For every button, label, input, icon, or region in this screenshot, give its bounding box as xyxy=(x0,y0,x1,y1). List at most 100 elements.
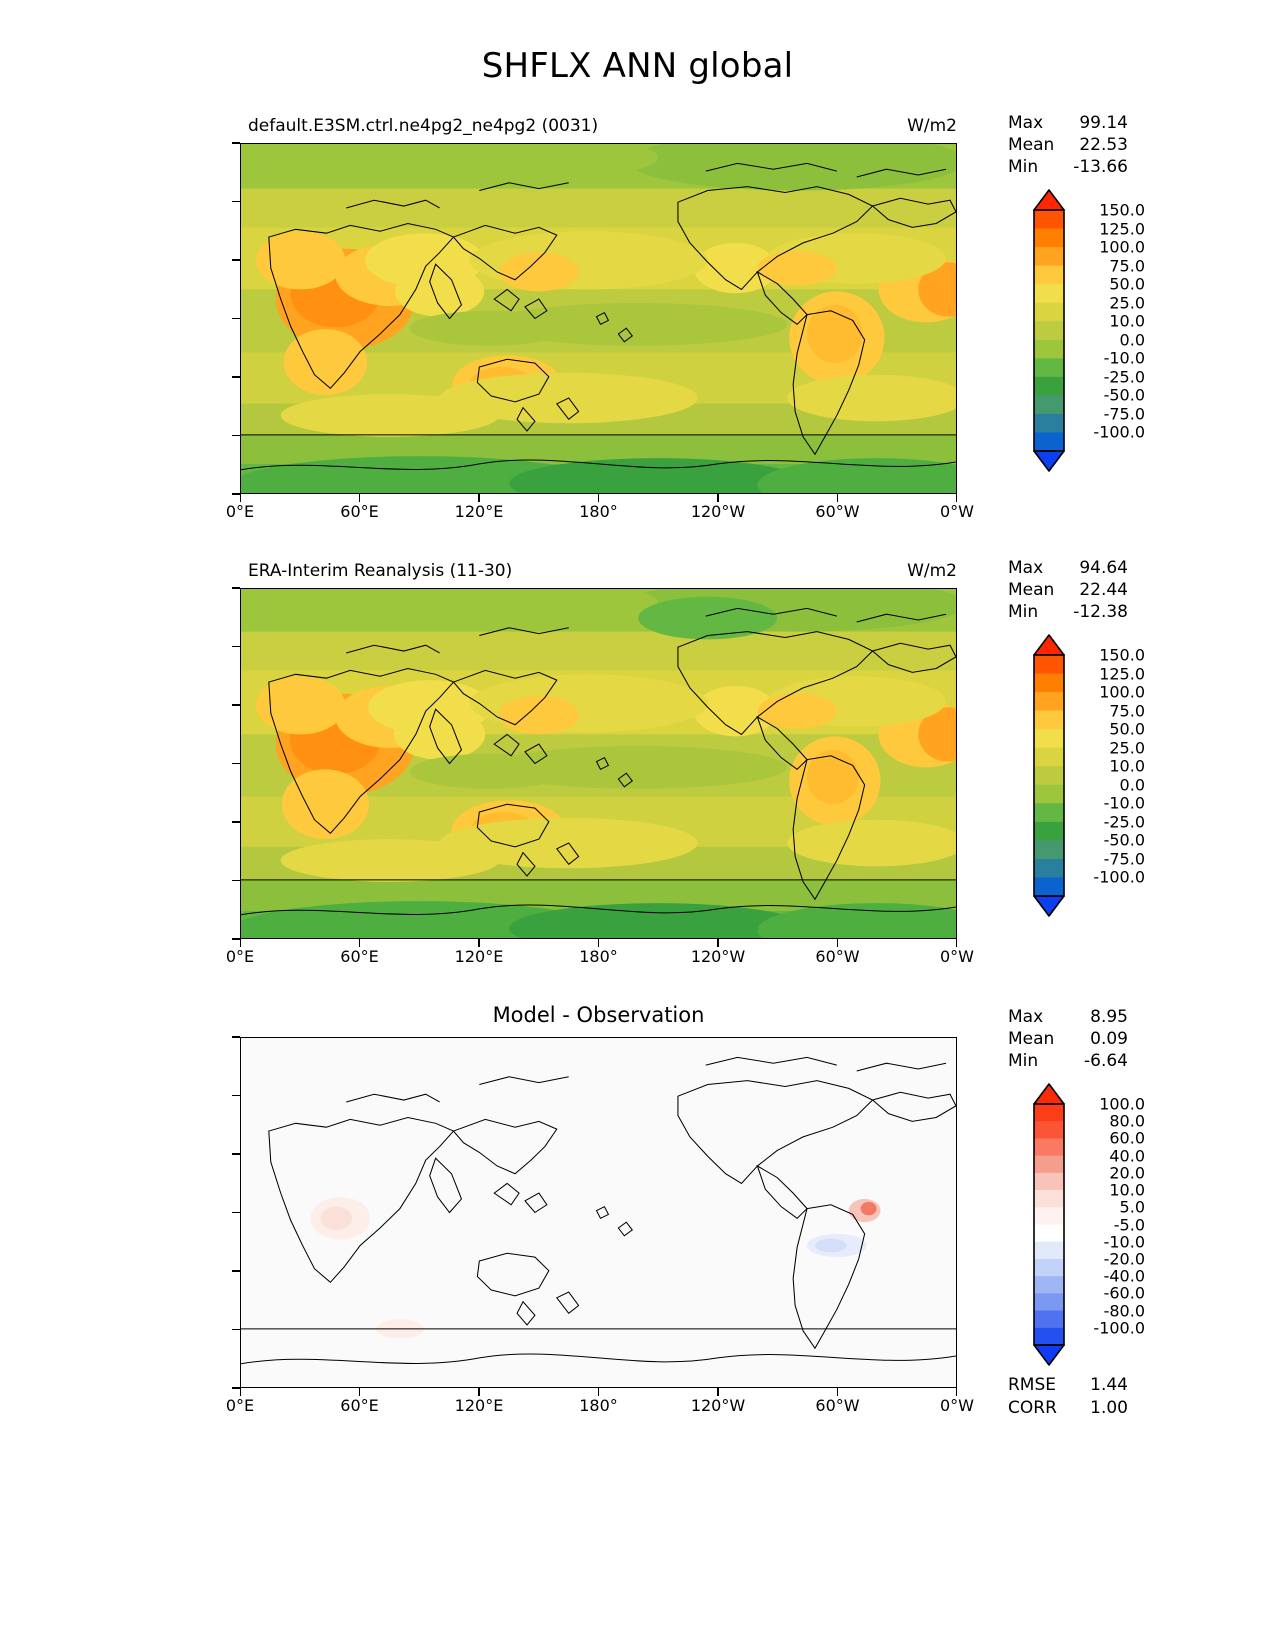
colorbar-tick-label: -5.0 xyxy=(1113,1215,1145,1234)
xtick-label: 0°E xyxy=(225,1396,255,1415)
ytick-mark xyxy=(232,938,240,940)
stats-difference-min-value: -6.64 xyxy=(1084,1051,1128,1071)
panel-difference-map[interactable] xyxy=(240,1037,957,1388)
xtick-label: 120°W xyxy=(690,1396,746,1415)
panel-model-header: default.E3SM.ctrl.ne4pg2_ne4pg2 (0031) W… xyxy=(240,116,957,136)
ytick-mark xyxy=(232,259,240,261)
ytick-mark xyxy=(232,1094,240,1097)
colorbar-tick-label: 5.0 xyxy=(1119,1197,1145,1217)
xtick-label: 60°E xyxy=(340,947,379,966)
colorbar-tick-label: 125.0 xyxy=(1099,219,1145,239)
xtick-mark xyxy=(955,494,957,502)
stats-observation-min-value: -12.38 xyxy=(1073,602,1128,622)
main-colorbar-panel2[interactable]: 150.0 125.0 100.0 75.0 50.0 25.0 10.0 0.0 -10.0-… xyxy=(1032,633,1145,918)
xtick-label: 180° xyxy=(579,947,618,966)
stats-model-mean-value: 22.53 xyxy=(1079,135,1128,155)
colorbar-tick-label: -50.0 xyxy=(1103,385,1145,405)
panel-observation-header: ERA-Interim Reanalysis (11-30) W/m2 xyxy=(240,561,957,581)
xtick-label: 180° xyxy=(579,1396,618,1415)
panel-model-title: default.E3SM.ctrl.ne4pg2_ne4pg2 (0031) xyxy=(248,116,599,136)
colorbar-tick-label: -80.0 xyxy=(1103,1301,1145,1321)
ytick-mark xyxy=(232,142,240,144)
colorbar-tick-label: -50.0 xyxy=(1103,830,1145,850)
colorbar-tick-label: 150.0 xyxy=(1099,200,1145,220)
colorbar-tick-label: -75.0 xyxy=(1103,404,1145,424)
xtick-label: 120°E xyxy=(454,947,504,966)
figure-title: SHFLX ANN global xyxy=(481,46,794,86)
xtick-label: 60°E xyxy=(340,1396,379,1415)
ytick-mark xyxy=(232,1153,240,1155)
ytick-mark xyxy=(232,1387,240,1389)
ytick-mark xyxy=(232,821,240,823)
stats-model-mean-label: Mean xyxy=(1008,135,1055,155)
colorbar-tick-label: 20.0 xyxy=(1109,1163,1145,1183)
xtick-label: 60°W xyxy=(815,502,860,521)
panel-observation-map[interactable] xyxy=(240,588,957,939)
ytick-mark xyxy=(232,587,240,589)
diff-colorbar[interactable]: 100.0 80.0 60.0 40.0 20.0 10.0 5.0 -5.0 -10.0 -20… xyxy=(1032,1082,1145,1367)
colorbar-tick-label: -75.0 xyxy=(1103,849,1145,869)
xtick-mark xyxy=(955,939,957,947)
colorbar-tick-label: 75.0 xyxy=(1109,701,1145,721)
colorbar-tick-label: -10.0 xyxy=(1103,793,1145,813)
colorbar-tick-label: 25.0 xyxy=(1109,293,1145,313)
xtick-label: 0°W xyxy=(940,502,974,521)
ytick-mark xyxy=(232,434,240,437)
main-colorbar-panel1[interactable]: 150.0 125.0 100.0 75.0 50.0 25.0 10.0 0.0 -10.0-… xyxy=(1032,188,1145,473)
stats-difference-max-value: 8.95 xyxy=(1090,1007,1128,1027)
colorbar-tick-label: 125.0 xyxy=(1099,664,1145,684)
ytick-mark xyxy=(232,645,240,648)
colorbar-tick-label: 50.0 xyxy=(1109,274,1145,294)
xtick-mark xyxy=(240,939,242,947)
xtick-mark xyxy=(358,939,361,947)
xtick-mark xyxy=(478,939,480,947)
xtick-mark xyxy=(717,494,719,502)
xtick-mark xyxy=(955,1388,957,1396)
xtick-mark xyxy=(597,939,600,947)
colorbar-tick-label: -40.0 xyxy=(1103,1266,1145,1286)
colorbar-tick-label: 10.0 xyxy=(1109,1180,1145,1200)
colorbar-tick-label: 80.0 xyxy=(1109,1111,1145,1131)
xtick-label: 60°E xyxy=(340,502,379,521)
ytick-mark xyxy=(232,1270,240,1272)
colorbar-tick-label: 100.0 xyxy=(1099,237,1145,257)
corr-label: CORR xyxy=(1008,1398,1057,1418)
colorbar-tick-label: -25.0 xyxy=(1103,367,1145,387)
xtick-mark xyxy=(717,1388,719,1396)
skill-scores: RMSE 1.44 CORR 1.00 xyxy=(1008,1374,1128,1420)
stats-difference-mean-label: Mean xyxy=(1008,1029,1055,1049)
xtick-label: 0°E xyxy=(225,502,255,521)
xtick-mark xyxy=(358,1388,361,1396)
xtick-label: 60°W xyxy=(815,947,860,966)
colorbar-tick-label: 50.0 xyxy=(1109,719,1145,739)
xtick-mark xyxy=(597,494,600,502)
xtick-mark xyxy=(240,1388,242,1396)
panel-observation-units: W/m2 xyxy=(907,561,957,581)
xtick-label: 0°W xyxy=(940,947,974,966)
rmse-label: RMSE xyxy=(1008,1375,1057,1395)
colorbar-tick-label: 40.0 xyxy=(1109,1146,1145,1166)
stats-difference-mean-value: 0.09 xyxy=(1090,1029,1128,1049)
xtick-mark xyxy=(836,1388,839,1396)
ytick-mark xyxy=(232,1328,240,1331)
colorbar-tick-label: -100.0 xyxy=(1093,422,1145,442)
colorbar-tick-label: -10.0 xyxy=(1103,1232,1145,1252)
xtick-mark xyxy=(478,494,480,502)
corr-value: 1.00 xyxy=(1090,1398,1128,1418)
stats-observation-mean-label: Mean xyxy=(1008,580,1055,600)
colorbar-tick-label: -10.0 xyxy=(1103,348,1145,368)
ytick-mark xyxy=(232,493,240,495)
panel-model-map[interactable] xyxy=(240,143,957,494)
ytick-mark xyxy=(232,1211,240,1214)
ytick-mark xyxy=(232,200,240,203)
xtick-label: 180° xyxy=(579,502,618,521)
colorbar-tick-label: -100.0 xyxy=(1093,867,1145,887)
rmse-value: 1.44 xyxy=(1090,1375,1128,1395)
xtick-mark xyxy=(836,939,839,947)
xtick-mark xyxy=(240,494,242,502)
stats-model-min-value: -13.66 xyxy=(1073,157,1128,177)
xtick-mark xyxy=(358,494,361,502)
panel-model-units: W/m2 xyxy=(907,116,957,136)
colorbar-tick-label: -100.0 xyxy=(1093,1318,1145,1338)
colorbar-tick-label: -20.0 xyxy=(1103,1249,1145,1269)
